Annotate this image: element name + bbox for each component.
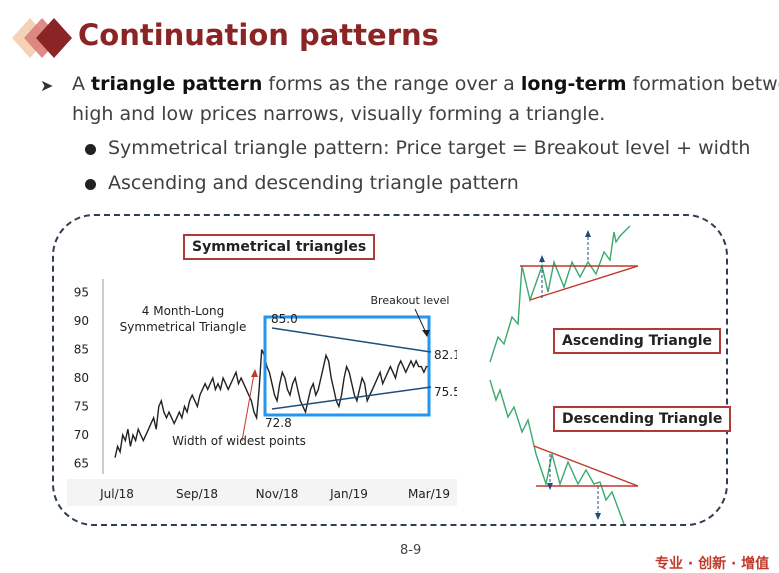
page-number: 8-9: [400, 543, 422, 558]
ascending-price-line: [489, 225, 631, 363]
descending-price-line: [489, 379, 625, 525]
chart-title: 4 Month-Long Symmetrical Triangle: [120, 304, 247, 334]
x-tick-label: Sep/18: [176, 487, 218, 501]
x-tick-label: Nov/18: [256, 487, 299, 501]
ascending-triangle-label: Ascending Triangle: [553, 328, 722, 354]
page-title: Continuation patterns: [78, 18, 439, 52]
y-tick-label: 85: [74, 343, 89, 357]
width-pointer: [241, 373, 255, 442]
symmetrical-triangle-chart: 95 90 85 80 75 70 65 Jul/18 Sep/18 Nov/18 Jan/19 M…: [67, 279, 457, 506]
triangle-highlight-box: [263, 315, 431, 417]
value-low-label: 72.8: [265, 416, 292, 430]
y-tick-label: 65: [74, 456, 89, 470]
value-high-label: 85.0: [271, 312, 298, 326]
value-target-label: 75.5: [434, 385, 457, 399]
bullet-1-line-1: A triangle pattern forms as the range ov…: [72, 73, 779, 95]
y-tick-label: 90: [74, 314, 89, 328]
price-line: [114, 349, 429, 458]
x-tick-label: Jan/19: [329, 487, 368, 501]
lower-trendline: [271, 386, 432, 410]
sub-bullet-dot-icon: [85, 144, 96, 155]
descending-triangle-label: Descending Triangle: [553, 406, 732, 432]
x-tick-label: Mar/19: [408, 487, 450, 501]
y-tick-label: 95: [74, 286, 89, 300]
y-axis: 95 90 85 80 75 70 65: [74, 286, 89, 471]
arrow-bullet-icon: ➤: [40, 76, 54, 95]
y-tick-label: 70: [74, 428, 89, 442]
figure-frame: [52, 214, 728, 526]
y-tick-label: 80: [74, 371, 89, 385]
sub-bullet-1: Symmetrical triangle pattern: Price targ…: [108, 137, 751, 159]
footer-slogan: 专业 · 创新 · 增值: [655, 556, 770, 572]
symmetrical-triangles-label: Symmetrical triangles: [183, 234, 376, 260]
title-diamond-icon: [12, 18, 72, 58]
upper-trendline: [271, 327, 432, 353]
bullet-1-line-2: high and low prices narrows, visually fo…: [72, 103, 606, 125]
breakout-level-label: Breakout level: [371, 294, 450, 307]
ascending-descending-diagram: [489, 225, 639, 525]
width-label: Width of widest points: [172, 434, 306, 448]
value-breakout-label: 82.1: [434, 348, 457, 362]
sub-bullet-2: Ascending and descending triangle patter…: [108, 172, 519, 194]
sub-bullet-dot-icon: [85, 179, 96, 190]
y-tick-label: 75: [74, 399, 89, 413]
x-tick-label: Jul/18: [99, 487, 134, 501]
x-axis: Jul/18 Sep/18 Nov/18 Jan/19 Mar/19: [99, 487, 450, 501]
